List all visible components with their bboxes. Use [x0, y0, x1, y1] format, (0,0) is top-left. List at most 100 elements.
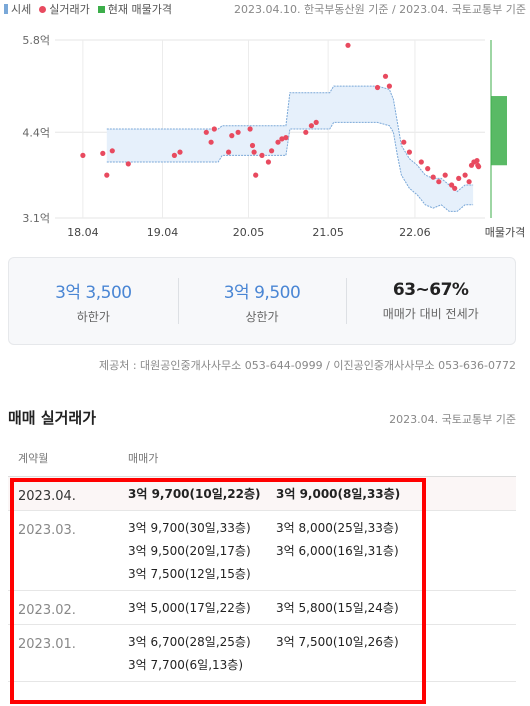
y-tick-label: 3.1억 — [22, 212, 50, 225]
deal-price: 3억 9,000(8일,33층) — [276, 487, 401, 501]
high-price-label: 상한가 — [245, 309, 279, 324]
chart-legend: 시세 실거래가 현재 매물가격 2023.04.10. 한국부동산원 기준 / … — [4, 0, 526, 18]
deal-point — [211, 126, 217, 132]
y-tick-label: 4.4억 — [22, 126, 50, 139]
deal-point — [308, 123, 314, 129]
deal-price: 3억 5,800(15일,24층) — [276, 601, 399, 615]
deal-point — [203, 129, 209, 135]
high-price-value: 3억 9,500 — [223, 282, 301, 303]
deal-price: 3억 7,500(10일,26층) — [276, 635, 399, 649]
deal-point — [80, 152, 86, 158]
deal-point — [125, 161, 131, 167]
price-band-upper — [106, 85, 474, 193]
summary-high: 3억 9,500 상한가 — [177, 258, 347, 344]
deal-table: 2023.04. 3억 9,700(10일,22층) 3억 9,000(8일,33층… — [8, 476, 516, 682]
deal-price: 3억 6,000(16일,31층) — [276, 544, 399, 558]
listing-price-bar — [491, 96, 507, 166]
table-row: 2023.04. 3억 9,700(10일,22층) 3억 9,000(8일,33층… — [8, 477, 516, 511]
deal-point — [374, 84, 381, 91]
row-prices: 3억 6,700(28일,25층) 3억 7,500(10일,26층) 3억 7,7… — [128, 625, 516, 681]
low-price-value: 3억 3,500 — [55, 282, 132, 303]
row-month: 2023.02. — [18, 603, 76, 618]
deal-point — [229, 133, 235, 139]
legend-item-price[interactable]: 시세 — [4, 1, 31, 17]
deal-point — [275, 139, 281, 145]
deal-point — [382, 73, 389, 79]
deal-point — [269, 148, 275, 154]
deal-point — [253, 172, 259, 178]
price-band-lower — [106, 121, 474, 212]
deal-point — [104, 172, 110, 178]
deal-price: 3억 9,700(30일,33층) — [128, 521, 251, 535]
deal-point — [452, 185, 458, 191]
deal-point — [100, 150, 106, 156]
deal-point — [171, 152, 177, 158]
deal-point — [436, 179, 442, 185]
price-chart: 5.8억 4.4억 3.1억 18.04 19.04 20.05 21.05 22.06 매물가… — [0, 22, 530, 244]
deal-point — [386, 83, 392, 89]
listing-square-swatch — [97, 5, 105, 13]
deal-point — [449, 182, 455, 188]
low-price-label: 하한가 — [76, 309, 110, 324]
row-prices: 3억 9,700(10일,22층) 3억 9,000(8일,33층) — [128, 477, 516, 510]
deal-price: 3억 9,700(10일,22층) — [128, 487, 261, 501]
deal-price: 3억 6,700(28일,25층) — [128, 635, 251, 649]
x-tick-label: 매물가격 — [485, 226, 525, 239]
deal-point — [235, 129, 241, 135]
deal-point — [476, 164, 482, 170]
deal-price: 3억 9,500(20일,17층) — [128, 544, 251, 558]
deal-point — [247, 126, 253, 132]
deal-point — [442, 172, 448, 178]
section-source: 2023.04. 국토교통부 기준 — [389, 413, 516, 426]
table-row: 2023.01. 3억 6,700(28일,25층) 3억 7,500(10일,26… — [8, 625, 516, 682]
deal-price: 3억 7,500(12일,15층) — [128, 567, 251, 581]
table-row: 2023.02. 3억 5,000(17일,22층) 3억 5,800(15일,24… — [8, 591, 516, 625]
col-price-header: 매매가 — [128, 452, 159, 465]
deal-point — [265, 159, 271, 165]
deal-point — [303, 129, 309, 135]
legend-item-deal[interactable]: 실거래가 — [39, 1, 90, 17]
deal-price: 3억 7,700(6일,13층) — [128, 658, 244, 672]
price-chart-svg: 5.8억 4.4억 3.1억 18.04 19.04 20.05 21.05 22.06 매물가… — [22, 34, 525, 239]
row-month: 2023.04. — [18, 489, 76, 504]
summary-low: 3억 3,500 하한가 — [9, 258, 178, 344]
x-tick-label: 19.04 — [147, 226, 179, 239]
row-month: 2023.03. — [18, 523, 76, 538]
deal-point — [109, 148, 115, 154]
deal-point — [279, 136, 285, 142]
x-tick-label: 20.05 — [233, 226, 265, 239]
summary-ratio: 63~67% 매매가 대비 전세가 — [346, 258, 515, 344]
deal-point — [345, 42, 351, 48]
deal-price: 3억 5,000(17일,22층) — [128, 601, 251, 615]
row-prices: 3억 9,700(30일,33층) 3억 8,000(25일,33층) 3억 9,5… — [128, 511, 516, 590]
deal-price: 3억 8,000(25일,33층) — [276, 521, 399, 535]
deal-point — [456, 175, 462, 181]
price-line-swatch — [4, 4, 8, 14]
x-tick-label: 22.06 — [399, 226, 431, 239]
ratio-label: 매매가 대비 전세가 — [382, 307, 479, 321]
row-prices: 3억 5,000(17일,22층) 3억 5,800(15일,24층) — [128, 591, 516, 624]
table-header: 계약월 매매가 — [8, 444, 516, 472]
col-month-header: 계약월 — [18, 452, 49, 465]
deal-point — [462, 172, 468, 178]
legend-item-listing[interactable]: 현재 매물가격 — [97, 1, 172, 17]
price-band-area — [106, 86, 474, 212]
deal-point — [259, 152, 265, 158]
section-title: 매매 실거래가 — [8, 409, 97, 427]
deal-point — [406, 149, 412, 155]
deal-point — [283, 135, 289, 141]
deal-point — [208, 139, 214, 145]
deal-dot-swatch — [39, 5, 47, 13]
deal-point — [226, 149, 232, 155]
legend-label: 시세 — [11, 3, 32, 16]
deal-point — [430, 174, 436, 180]
table-row: 2023.03. 3억 9,700(30일,33층) 3억 8,000(25일,33… — [8, 511, 516, 591]
deal-point — [474, 158, 480, 164]
legend-label: 현재 매물가격 — [107, 3, 172, 16]
provider-info: 제공처 : 대원공인중개사사무소 053-644-0999 / 이진공인중개사사… — [99, 359, 516, 372]
legend-label: 실거래가 — [49, 3, 90, 16]
y-tick-label: 5.8억 — [22, 34, 50, 47]
deal-point — [418, 159, 424, 165]
deal-point — [401, 139, 407, 145]
deal-point — [177, 149, 183, 155]
